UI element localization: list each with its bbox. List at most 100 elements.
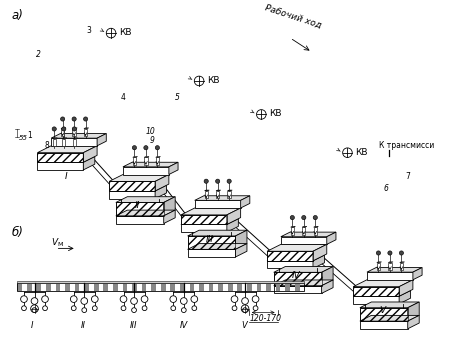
Polygon shape — [313, 227, 317, 235]
Polygon shape — [109, 174, 169, 182]
Bar — [94, 283, 99, 291]
Polygon shape — [123, 167, 169, 174]
Polygon shape — [61, 128, 66, 129]
Polygon shape — [322, 280, 333, 293]
Circle shape — [227, 179, 231, 183]
Circle shape — [232, 306, 237, 311]
Polygon shape — [204, 190, 209, 191]
Bar — [75, 283, 79, 291]
Polygon shape — [83, 146, 97, 162]
Circle shape — [171, 306, 176, 311]
Polygon shape — [164, 197, 175, 216]
Text: IV: IV — [180, 321, 188, 330]
Circle shape — [120, 296, 127, 303]
Circle shape — [231, 296, 238, 303]
Bar — [247, 283, 252, 291]
Circle shape — [170, 296, 177, 303]
Bar — [17, 283, 22, 291]
Circle shape — [290, 216, 294, 220]
Text: К трансмисси: К трансмисси — [379, 141, 434, 150]
Circle shape — [43, 306, 48, 311]
Bar — [285, 283, 290, 291]
Bar — [17, 283, 304, 291]
Polygon shape — [399, 290, 410, 304]
Polygon shape — [408, 302, 419, 321]
Polygon shape — [188, 230, 247, 236]
Bar — [295, 283, 299, 291]
Polygon shape — [227, 190, 232, 191]
Text: 3: 3 — [86, 26, 91, 35]
Text: II: II — [81, 321, 86, 330]
Circle shape — [192, 306, 197, 311]
Bar — [151, 283, 156, 291]
Text: 5: 5 — [175, 93, 180, 102]
Polygon shape — [377, 262, 380, 270]
Text: КВ: КВ — [119, 28, 131, 37]
Polygon shape — [188, 236, 236, 249]
Bar — [266, 283, 271, 291]
Polygon shape — [38, 156, 95, 162]
Circle shape — [313, 216, 318, 220]
Polygon shape — [236, 243, 247, 257]
Bar — [84, 283, 89, 291]
Text: II: II — [135, 201, 140, 210]
Polygon shape — [109, 182, 155, 191]
Polygon shape — [84, 129, 87, 136]
Polygon shape — [51, 134, 106, 138]
Bar — [65, 283, 70, 291]
Polygon shape — [195, 196, 250, 200]
Circle shape — [70, 296, 77, 303]
Polygon shape — [267, 261, 313, 269]
Polygon shape — [195, 200, 241, 208]
Polygon shape — [281, 237, 327, 244]
Polygon shape — [274, 267, 333, 272]
Polygon shape — [188, 249, 236, 257]
Text: 120-170: 120-170 — [250, 314, 282, 323]
Polygon shape — [123, 162, 178, 167]
Bar — [161, 283, 166, 291]
Polygon shape — [274, 272, 322, 286]
Circle shape — [241, 305, 249, 312]
Polygon shape — [360, 308, 408, 321]
Circle shape — [376, 251, 381, 255]
Text: $V_\mathregular{М}$: $V_\mathregular{М}$ — [51, 237, 64, 249]
Polygon shape — [241, 196, 250, 208]
Circle shape — [181, 308, 186, 312]
Circle shape — [92, 306, 97, 311]
Polygon shape — [181, 224, 227, 232]
Polygon shape — [353, 280, 413, 287]
Polygon shape — [353, 287, 399, 296]
Bar — [228, 283, 232, 291]
Bar — [237, 283, 242, 291]
Circle shape — [342, 148, 352, 157]
Circle shape — [144, 146, 148, 150]
Circle shape — [388, 251, 392, 255]
Polygon shape — [327, 232, 336, 244]
Circle shape — [216, 179, 220, 183]
Bar — [218, 283, 223, 291]
Polygon shape — [53, 138, 56, 146]
Polygon shape — [72, 128, 77, 129]
Polygon shape — [274, 280, 333, 286]
Polygon shape — [227, 191, 231, 199]
Circle shape — [92, 296, 98, 303]
Polygon shape — [116, 202, 164, 216]
Circle shape — [81, 298, 87, 304]
Text: КВ: КВ — [269, 109, 281, 118]
Polygon shape — [38, 162, 83, 170]
Bar — [103, 283, 108, 291]
Polygon shape — [97, 134, 106, 146]
Circle shape — [32, 308, 37, 312]
Circle shape — [82, 308, 87, 312]
Circle shape — [243, 308, 247, 312]
Polygon shape — [109, 191, 155, 199]
Text: I: I — [65, 172, 67, 182]
Circle shape — [130, 298, 137, 304]
Polygon shape — [236, 230, 247, 249]
Bar — [189, 283, 194, 291]
Circle shape — [52, 127, 56, 131]
Text: III: III — [206, 235, 213, 244]
Polygon shape — [291, 226, 295, 227]
Bar — [36, 283, 41, 291]
Polygon shape — [291, 227, 294, 235]
